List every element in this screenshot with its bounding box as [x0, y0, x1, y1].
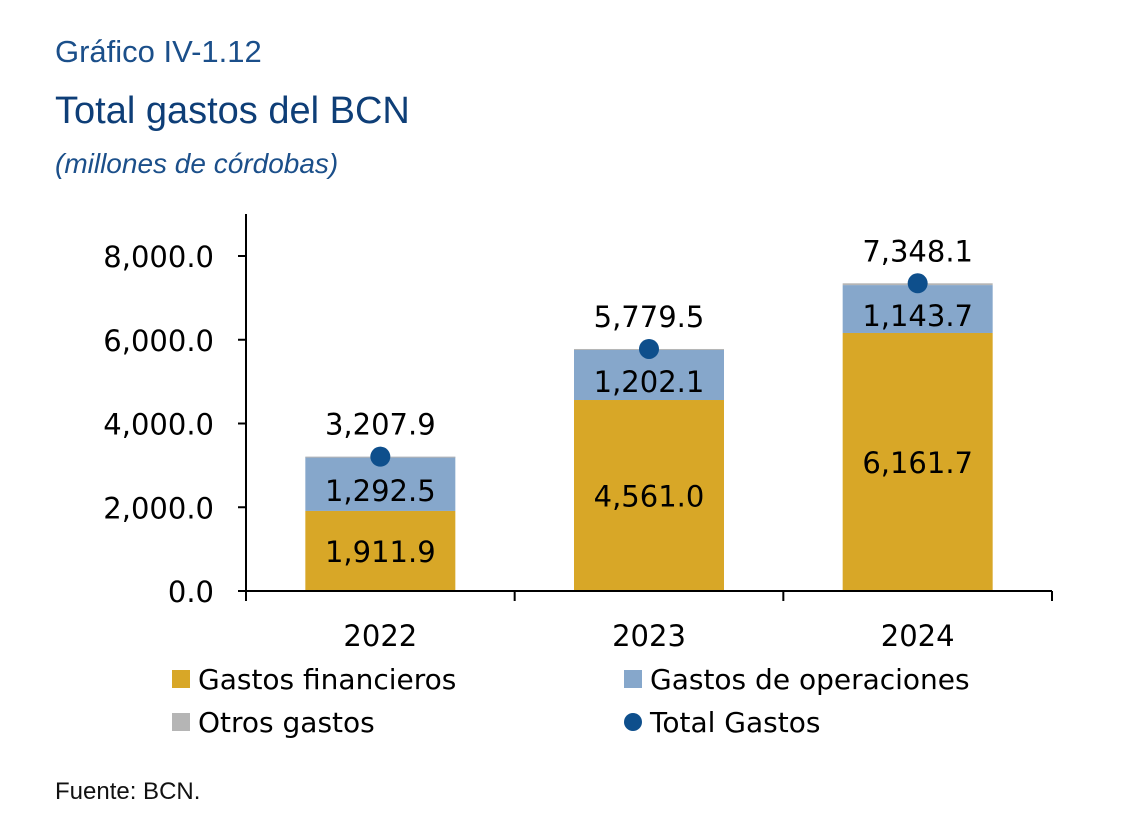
y-tick-label: 2,000.0 [103, 491, 214, 525]
x-tick-label: 2022 [343, 619, 417, 653]
legend-item-total-gastos: Total Gastos [624, 703, 1044, 741]
data-label: 6,161.7 [862, 446, 973, 480]
legend-label: Otros gastos [198, 705, 375, 739]
legend-swatch-otros [172, 713, 190, 731]
legend-label: Gastos financieros [198, 662, 457, 696]
total-label: 3,207.9 [325, 408, 436, 442]
y-tick-label: 0.0 [168, 575, 214, 609]
data-label: 1,143.7 [862, 299, 973, 333]
chart-title: Total gastos del BCN [55, 90, 410, 132]
data-label: 1,202.1 [594, 365, 705, 399]
y-tick-label: 8,000.0 [103, 240, 214, 274]
total-marker-2022 [370, 446, 391, 467]
x-tick-label: 2024 [881, 619, 955, 653]
stacked-bar-chart: 1,911.9 1,292.5 4,561.0 1,202.1 6,161.7 1,143… [103, 214, 1053, 653]
data-label: 1,292.5 [325, 474, 436, 508]
legend-item-gastos-financieros: Gastos financieros [172, 660, 624, 698]
legend: Gastos financieros Gastos de operaciones… [172, 660, 1052, 741]
data-label: 4,561.0 [594, 480, 705, 514]
bar-gastos-financieros-2023 [574, 400, 724, 591]
total-marker-2024 [907, 273, 928, 294]
x-tick-label: 2023 [612, 619, 686, 653]
legend-item-otros-gastos: Otros gastos [172, 703, 624, 741]
chart-subtitle: (millones de córdobas) [55, 148, 339, 179]
bar-gastos-financieros-2024 [842, 332, 993, 591]
legend-swatch-operaciones [624, 670, 642, 688]
chart-kicker: Gráfico IV-1.12 [55, 34, 262, 69]
legend-item-gastos-operaciones: Gastos de operaciones [624, 660, 1044, 698]
total-label: 5,779.5 [594, 300, 705, 334]
legend-marker-total [624, 713, 642, 731]
y-tick-label: 4,000.0 [103, 408, 214, 442]
bar-gastos-financieros-2022 [305, 510, 456, 591]
total-marker-2023 [639, 338, 659, 359]
source-note: Fuente: BCN. [55, 778, 201, 805]
y-tick-label: 6,000.0 [103, 324, 214, 358]
legend-label: Total Gastos [650, 705, 821, 739]
legend-label: Gastos de operaciones [650, 662, 970, 696]
total-label: 7,348.1 [862, 234, 973, 268]
legend-swatch-financieros [172, 670, 190, 688]
data-label: 1,911.9 [325, 535, 436, 569]
